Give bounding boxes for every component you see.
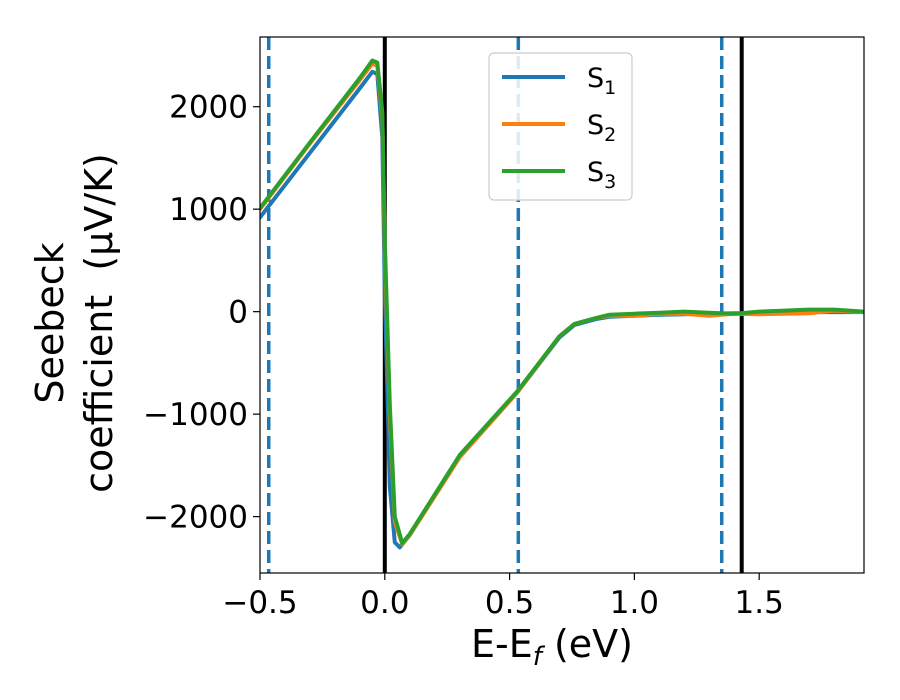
x-axis-label: E-Ef (eV)	[471, 622, 633, 672]
legend-label-s3: S3	[587, 157, 616, 193]
legend-label-subscript: 1	[604, 77, 616, 99]
x-axis-label-main: E-E	[471, 622, 533, 666]
x-tick-label: −0.5	[222, 585, 297, 621]
x-tick-label: 1.0	[610, 585, 659, 621]
legend-label-subscript: 2	[604, 124, 616, 146]
legend-label-main: S	[587, 110, 604, 141]
series-line-s3	[260, 58, 864, 546]
y-axis-label-line1: Seebeck	[28, 242, 72, 403]
x-axis-label-unit: (eV)	[542, 622, 633, 666]
y-tick-label: 1000	[169, 192, 248, 228]
legend-label-s1: S1	[587, 63, 616, 99]
x-tick-label: 1.5	[735, 585, 784, 621]
legend-label-main: S	[587, 157, 604, 188]
x-tick-label: 0.0	[360, 585, 409, 621]
y-axis-label-line2: coefficient (μV/K)	[77, 153, 121, 493]
plot-frame	[259, 36, 865, 574]
y-axis-ticks: 2000 1000 0 −1000 −2000	[143, 90, 260, 536]
y-tick-label: −1000	[143, 397, 248, 433]
y-axis-label: Seebeck coefficient (μV/K)	[28, 153, 121, 493]
y-tick-label: 0	[228, 295, 248, 331]
legend-label-s2: S2	[587, 110, 616, 146]
legend-label-main: S	[587, 63, 604, 94]
legend-label-subscript: 3	[604, 171, 616, 193]
x-tick-label: 0.5	[485, 585, 534, 621]
y-tick-label: 2000	[169, 90, 248, 126]
y-tick-label: −2000	[143, 500, 248, 536]
series-lines	[260, 58, 864, 550]
legend-box	[488, 52, 633, 201]
x-axis-ticks: −0.5 0.0 0.5 1.0 1.5	[222, 573, 784, 621]
